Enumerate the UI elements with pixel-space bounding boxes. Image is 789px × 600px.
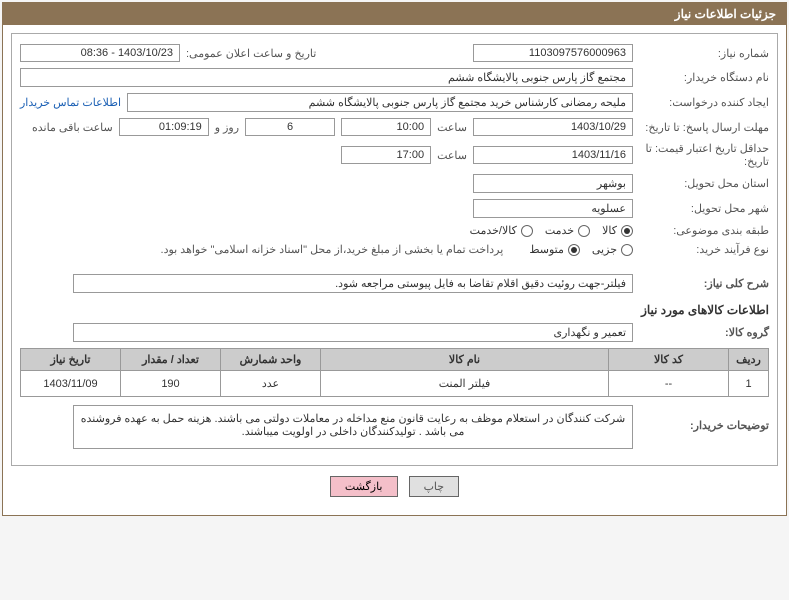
th-date: تاریخ نیاز — [21, 349, 121, 371]
validity-time-field: 17:00 — [341, 146, 431, 164]
group-field: تعمیر و نگهداری — [73, 323, 633, 342]
process-radios: جزیی متوسط — [529, 243, 633, 256]
th-row: ردیف — [729, 349, 769, 371]
td-date: 1403/11/09 — [21, 371, 121, 397]
radio-service[interactable] — [578, 225, 590, 237]
buyer-field: مجتمع گاز پارس جنوبی پالایشگاه ششم — [20, 68, 633, 87]
group-label: گروه کالا: — [639, 326, 769, 339]
print-button[interactable]: چاپ — [409, 476, 460, 497]
radio-partial-label: جزیی — [592, 243, 617, 256]
validity-date-field: 1403/11/16 — [473, 146, 633, 164]
need-no-label: شماره نیاز: — [639, 47, 769, 60]
button-row: چاپ بازگشت — [11, 466, 778, 507]
need-no-field: 1103097576000963 — [473, 44, 633, 62]
requester-field: ملیحه رمضانی کارشناس خرید مجتمع گاز پارس… — [127, 93, 633, 112]
radio-both-label: کالا/خدمت — [470, 224, 517, 237]
validity-label: حداقل تاریخ اعتبار قیمت: تا تاریخ: — [639, 142, 769, 168]
radio-service-label: خدمت — [545, 224, 574, 237]
td-qty: 190 — [121, 371, 221, 397]
deadline-date-field: 1403/10/29 — [473, 118, 633, 136]
buyer-label: نام دستگاه خریدار: — [639, 71, 769, 84]
goods-section-title: اطلاعات کالاهای مورد نیاز — [20, 303, 769, 317]
desc-field: فیلتر-جهت روئیت دقیق اقلام تقاضا به فایل… — [73, 274, 633, 293]
category-label: طبقه بندی موضوعی: — [639, 224, 769, 237]
deadline-time-field: 10:00 — [341, 118, 431, 136]
radio-goods-label: کالا — [602, 224, 617, 237]
city-field: عسلویه — [473, 199, 633, 218]
countdown-field: 01:09:19 — [119, 118, 209, 136]
process-label: نوع فرآیند خرید: — [639, 243, 769, 256]
remaining-label: ساعت باقی مانده — [32, 121, 113, 134]
td-unit: عدد — [221, 371, 321, 397]
contact-link[interactable]: اطلاعات تماس خریدار — [20, 96, 121, 109]
th-code: کد کالا — [609, 349, 729, 371]
panel-title: جزئیات اطلاعات نیاز — [3, 3, 786, 25]
time-label-2: ساعت — [437, 149, 467, 162]
desc-label: شرح کلی نیاز: — [639, 277, 769, 290]
time-label-1: ساعت — [437, 121, 467, 134]
notes-field: شرکت کنندگان در استعلام موظف به رعایت قا… — [73, 405, 633, 449]
goods-table: ردیف کد کالا نام کالا واحد شمارش تعداد /… — [20, 348, 769, 397]
form-box: شماره نیاز: 1103097576000963 تاریخ و ساع… — [11, 33, 778, 466]
th-qty: تعداد / مقدار — [121, 349, 221, 371]
radio-partial[interactable] — [621, 244, 633, 256]
city-label: شهر محل تحویل: — [639, 202, 769, 215]
radio-goods[interactable] — [621, 225, 633, 237]
deadline-label: مهلت ارسال پاسخ: تا تاریخ: — [639, 121, 769, 134]
th-name: نام کالا — [321, 349, 609, 371]
province-label: استان محل تحویل: — [639, 177, 769, 190]
back-button[interactable]: بازگشت — [330, 476, 398, 497]
radio-medium[interactable] — [568, 244, 580, 256]
td-name: فیلتر المنت — [321, 371, 609, 397]
td-row: 1 — [729, 371, 769, 397]
radio-medium-label: متوسط — [529, 243, 564, 256]
th-unit: واحد شمارش — [221, 349, 321, 371]
table-row: 1 -- فیلتر المنت عدد 190 1403/11/09 — [21, 371, 769, 397]
requester-label: ایجاد کننده درخواست: — [639, 96, 769, 109]
days-and-label: روز و — [215, 121, 239, 134]
public-date-field: 1403/10/23 - 08:36 — [20, 44, 180, 62]
radio-both[interactable] — [521, 225, 533, 237]
td-code: -- — [609, 371, 729, 397]
notes-label: توضیحات خریدار: — [639, 405, 769, 432]
days-field: 6 — [245, 118, 335, 136]
payment-note: پرداخت تمام یا بخشی از مبلغ خرید،از محل … — [161, 243, 504, 256]
public-date-label: تاریخ و ساعت اعلان عمومی: — [186, 47, 316, 60]
main-panel: جزئیات اطلاعات نیاز شماره نیاز: 11030975… — [2, 2, 787, 516]
category-radios: کالا خدمت کالا/خدمت — [470, 224, 633, 237]
province-field: بوشهر — [473, 174, 633, 193]
